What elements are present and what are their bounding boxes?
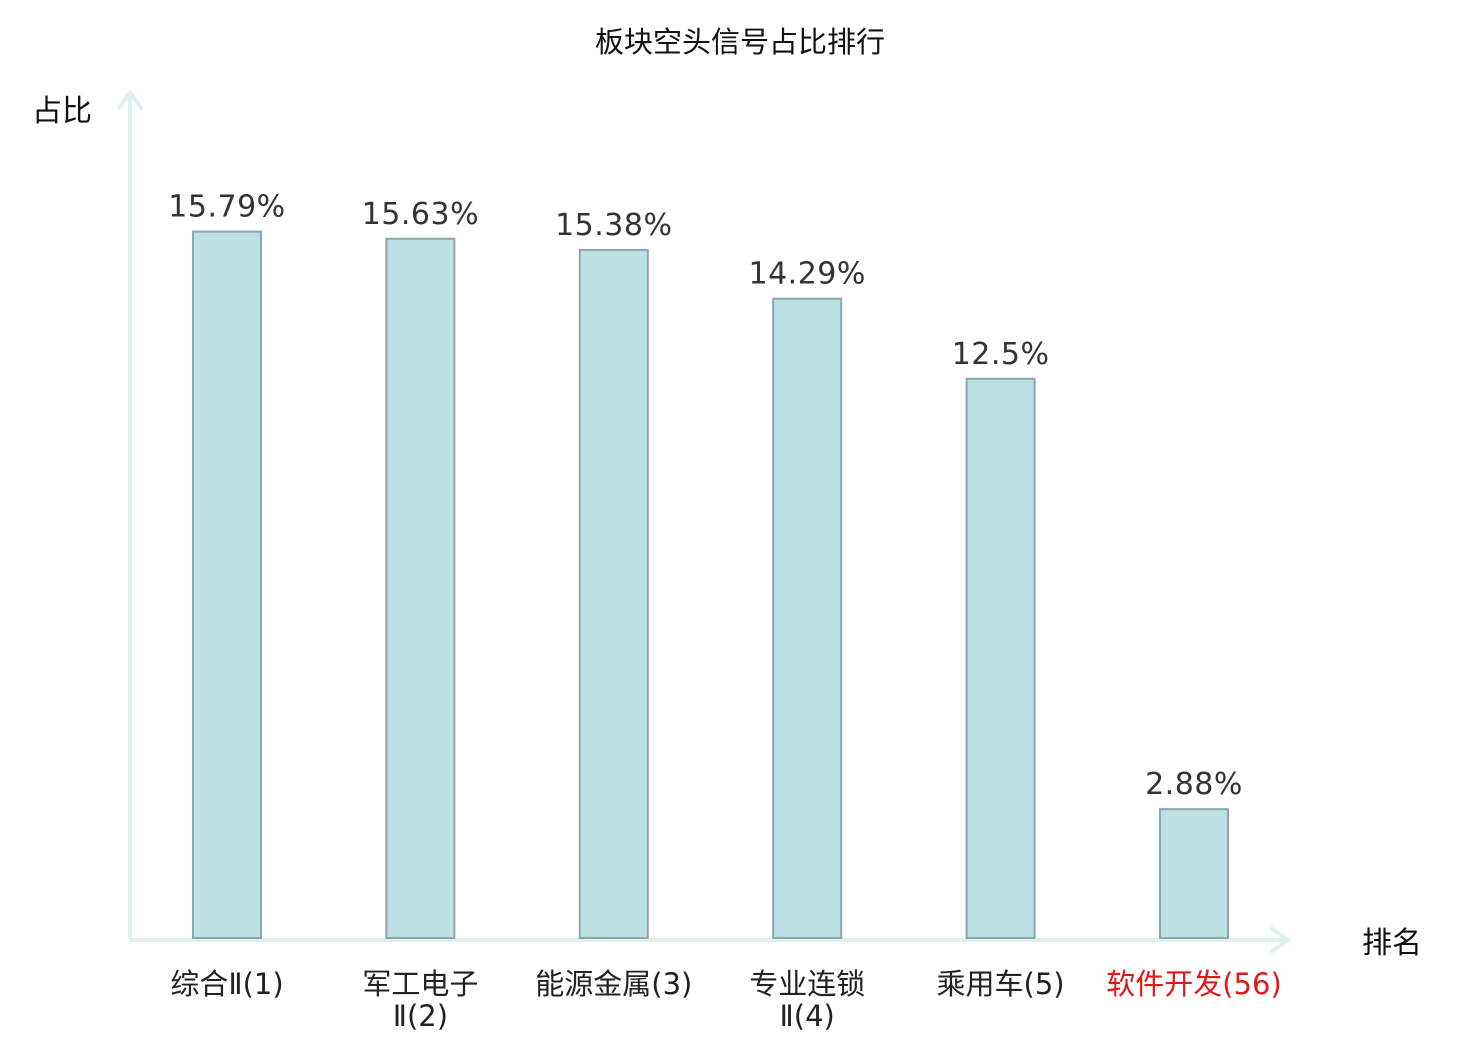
category-label-2-line-2: Ⅱ(2) <box>393 999 448 1033</box>
value-labels: 15.79% 15.63% 15.38% 14.29% 12.5% 2.88% <box>168 190 1243 803</box>
bar-6 <box>1159 808 1229 939</box>
category-label-6: 软件开发(56) <box>1106 967 1282 1001</box>
value-label-5: 12.5% <box>952 337 1050 372</box>
category-label-3: 能源金属(3) <box>535 967 692 1001</box>
bar-3 <box>578 248 649 939</box>
bar-series <box>192 230 1229 940</box>
axes <box>117 90 1290 953</box>
category-label-2-line-1: 军工电子 <box>362 967 478 1001</box>
category-label-4-line-1: 专业连锁 <box>749 967 865 1001</box>
y-axis-label: 占比 <box>32 94 92 129</box>
value-label-6: 2.88% <box>1145 767 1243 802</box>
chart-title: 板块空头信号占比排行 <box>595 25 885 59</box>
x-axis-label: 排名 <box>1362 926 1422 961</box>
bar-4 <box>772 297 843 940</box>
value-label-1: 15.79% <box>168 190 285 225</box>
y-axis-arrow <box>117 90 143 110</box>
category-label-4-line-2: Ⅱ(4) <box>780 999 835 1033</box>
category-label-1: 综合Ⅱ(1) <box>170 967 283 1001</box>
bar-2 <box>385 237 456 939</box>
x-axis-arrow <box>1270 927 1290 953</box>
value-label-3: 15.38% <box>555 208 672 243</box>
bar-1 <box>192 230 262 939</box>
value-label-2: 15.63% <box>362 197 479 232</box>
bar-5 <box>965 377 1036 939</box>
category-label-5: 乘用车(5) <box>937 967 1065 1001</box>
value-label-4: 14.29% <box>749 257 866 292</box>
